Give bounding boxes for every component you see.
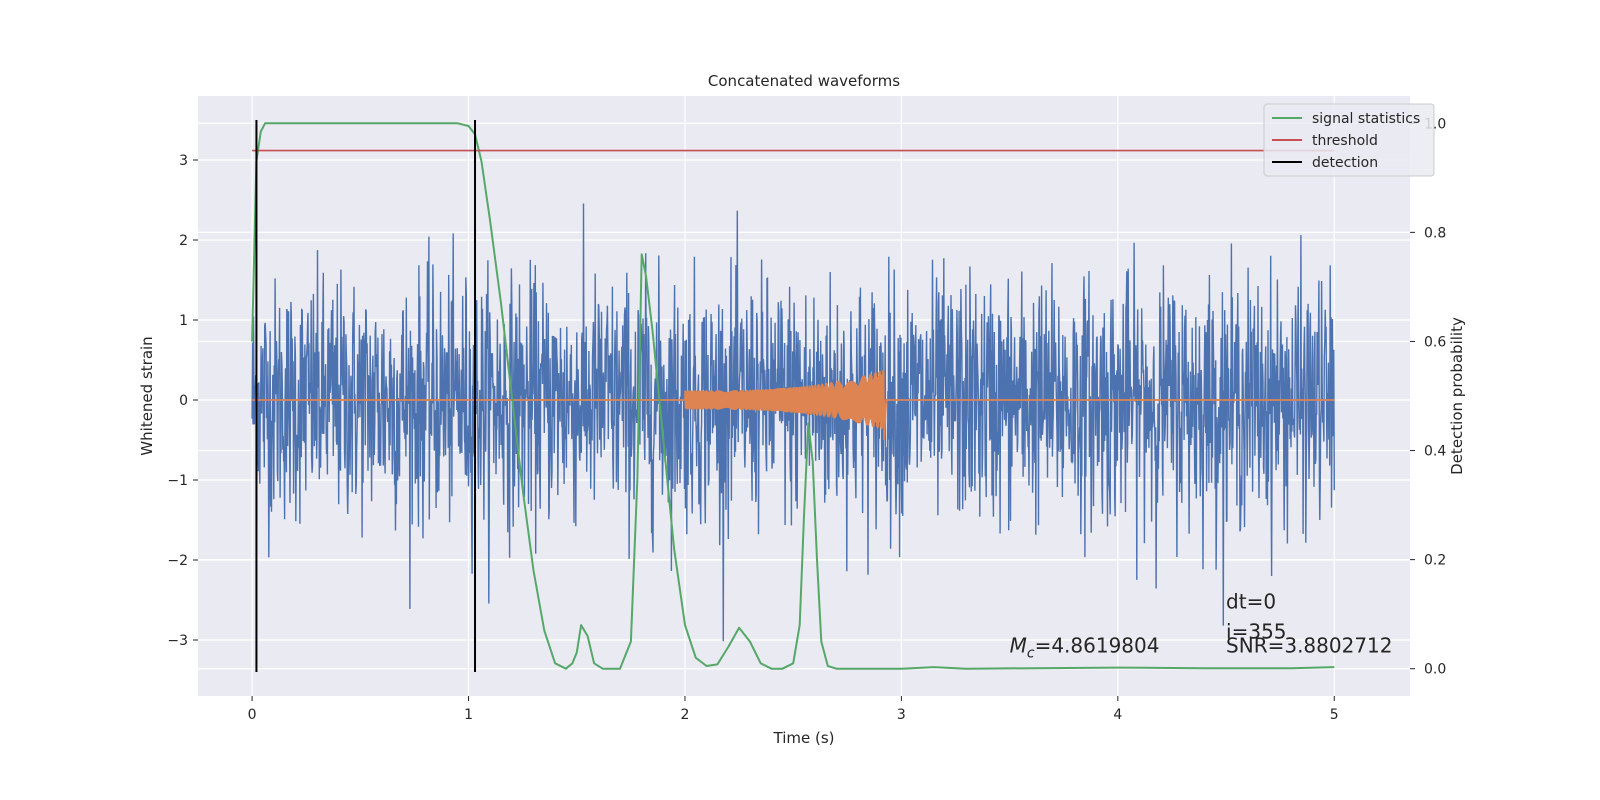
y-right-tick-label: 0.0 — [1424, 662, 1446, 678]
y-left-tick-label: 0 — [179, 393, 188, 409]
annotation-1: dt=0 — [1226, 590, 1276, 614]
signal-statistics-line — [251, 122, 1335, 670]
chirp-template — [252, 370, 1335, 441]
annotation-0: Mc=4.8619804 — [1010, 633, 1160, 661]
legend-label: signal statistics — [1312, 111, 1420, 127]
legend-label: threshold — [1312, 133, 1378, 149]
y-left-tick-label: 2 — [179, 233, 188, 249]
chirp-template-line — [252, 370, 1335, 441]
annotation-2: i=355 — [1226, 620, 1287, 644]
legend-box — [1263, 103, 1435, 177]
chart-title: Concatenated waveforms — [708, 72, 900, 90]
x-axis-label: Time (s) — [773, 729, 835, 747]
x-tick-label: 2 — [681, 707, 690, 723]
strain-noise — [251, 203, 1335, 642]
left-y-axis-label: Whitened strain — [138, 336, 156, 455]
y-right-tick-label: 0.2 — [1424, 553, 1446, 569]
y-left-tick-label: −2 — [167, 553, 188, 569]
legend: signal statistics threshold detection — [1263, 103, 1435, 177]
y-left-tick-label: 1 — [179, 313, 188, 329]
y-right-tick-label: 0.4 — [1424, 444, 1446, 460]
x-tick-label: 1 — [464, 707, 473, 723]
right-y-axis-label: Detection probability — [1448, 317, 1466, 475]
y-left-tick-label: −3 — [167, 633, 188, 649]
x-tick-label: 5 — [1330, 707, 1339, 723]
y-right-tick-label: 0.8 — [1424, 225, 1446, 241]
legend-label: detection — [1312, 155, 1378, 171]
y-left-tick-label: −1 — [167, 473, 188, 489]
annotation-3: SNR=3.8802712 — [1226, 633, 1392, 657]
x-tick-label: 0 — [248, 707, 257, 723]
x-tick-label: 4 — [1113, 707, 1122, 723]
y-right-tick-label: 0.6 — [1424, 334, 1446, 350]
x-tick-label: 3 — [897, 707, 906, 723]
strain-noise-line — [251, 203, 1335, 642]
series-lines — [251, 120, 1335, 672]
y-left-tick-label: 3 — [179, 153, 188, 169]
